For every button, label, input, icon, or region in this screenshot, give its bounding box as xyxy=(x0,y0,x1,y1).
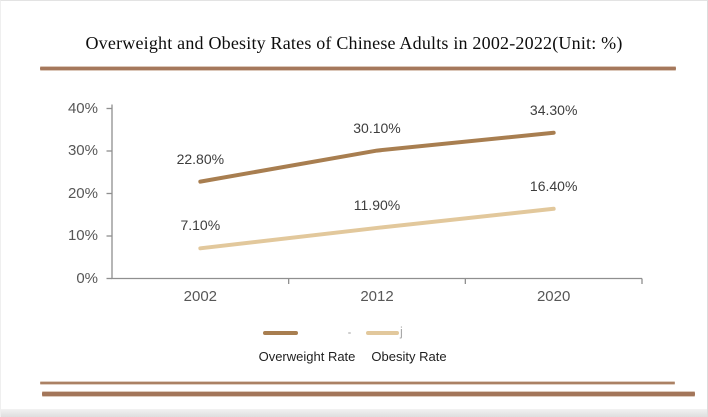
obesity-rate-value-2012: 11.90% xyxy=(353,196,401,213)
legend-swatch-obesity-rate xyxy=(366,331,399,335)
page-bottom-shadow xyxy=(1,409,707,417)
chart-title: Overweight and Obesity Rates of Chinese … xyxy=(85,33,623,53)
legend-label-overweight-rate: Overweight Rate xyxy=(258,349,356,364)
y-axis-label-30pct: 30% xyxy=(67,142,98,159)
obesity-rate-line xyxy=(198,206,556,251)
footer-divider-thick xyxy=(42,392,695,396)
y-axis-label-20pct: 20% xyxy=(67,184,98,202)
overweight-rate-value-2002: 22.80% xyxy=(176,150,225,167)
overweight-rate-line xyxy=(198,130,556,184)
overweight-rate-value-2012: 30.10% xyxy=(353,119,401,136)
obesity-rate-value-2020: 16.40% xyxy=(529,177,578,194)
title-divider xyxy=(40,67,676,70)
x-axis-label-2012: 2012 xyxy=(360,287,394,305)
obesity-rate-value-2002: 7.10% xyxy=(180,217,221,234)
y-axis-label-0pct: 0% xyxy=(76,269,98,287)
y-axis-label-40pct: 40% xyxy=(67,99,98,117)
y-axis-label-10pct: 10% xyxy=(67,227,98,244)
x-axis-label-2020: 2020 xyxy=(536,287,571,305)
overweight-rate-value-2020: 34.30% xyxy=(529,101,578,118)
legend-swatch-overweight-rate xyxy=(263,331,298,335)
legend-artifact-mark: j xyxy=(400,324,403,339)
legend-separator-dot xyxy=(348,332,351,334)
legend-label-obesity-rate: Obesity Rate xyxy=(371,349,447,364)
footer-divider-thin xyxy=(40,382,675,384)
x-axis-label-2002: 2002 xyxy=(183,287,218,305)
